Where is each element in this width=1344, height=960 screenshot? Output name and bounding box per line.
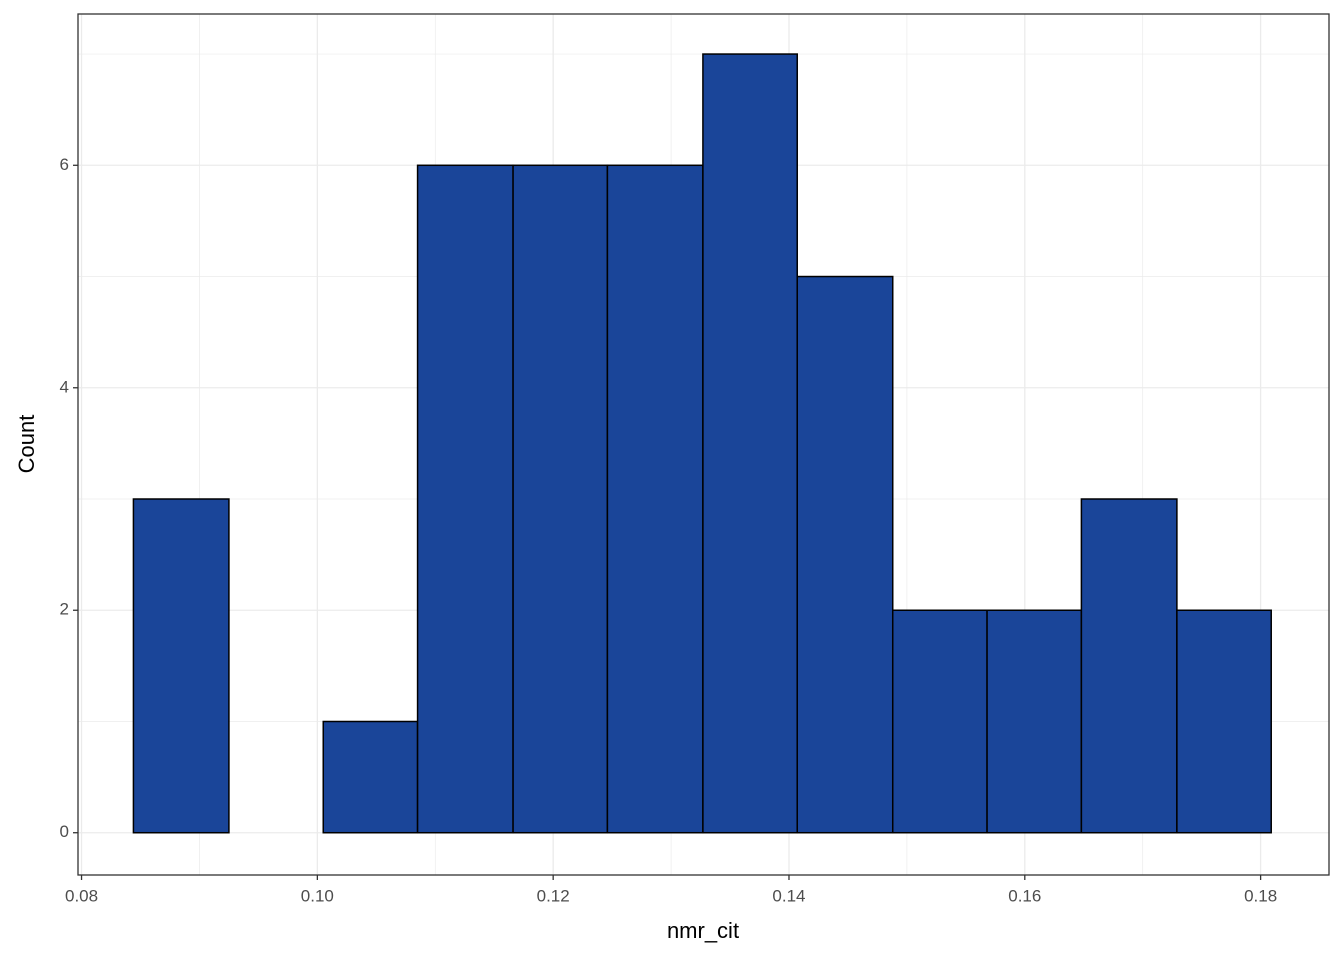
x-axis-label: nmr_cit — [667, 918, 739, 943]
x-tick-label: 0.18 — [1244, 886, 1277, 905]
bar — [1080, 498, 1178, 834]
y-axis-label: Count — [14, 415, 39, 474]
bar — [132, 498, 230, 834]
x-tick-label: 0.10 — [301, 886, 334, 905]
y-tick-label: 2 — [60, 600, 69, 619]
bar — [1176, 609, 1272, 834]
bar — [891, 609, 988, 834]
bar — [702, 53, 798, 834]
bar — [606, 164, 704, 834]
x-tick-label: 0.16 — [1008, 886, 1041, 905]
panel-border — [77, 13, 1330, 876]
bar — [796, 275, 894, 834]
y-tick-label: 0 — [60, 822, 69, 841]
x-tick-label: 0.14 — [772, 886, 805, 905]
bar — [986, 609, 1083, 834]
bar — [416, 164, 514, 834]
y-tick-label: 4 — [60, 377, 69, 396]
x-tick-label: 0.12 — [537, 886, 570, 905]
y-tick-label: 6 — [60, 155, 69, 174]
bar — [512, 164, 609, 834]
bar — [322, 720, 419, 834]
x-tick-label: 0.08 — [65, 886, 98, 905]
